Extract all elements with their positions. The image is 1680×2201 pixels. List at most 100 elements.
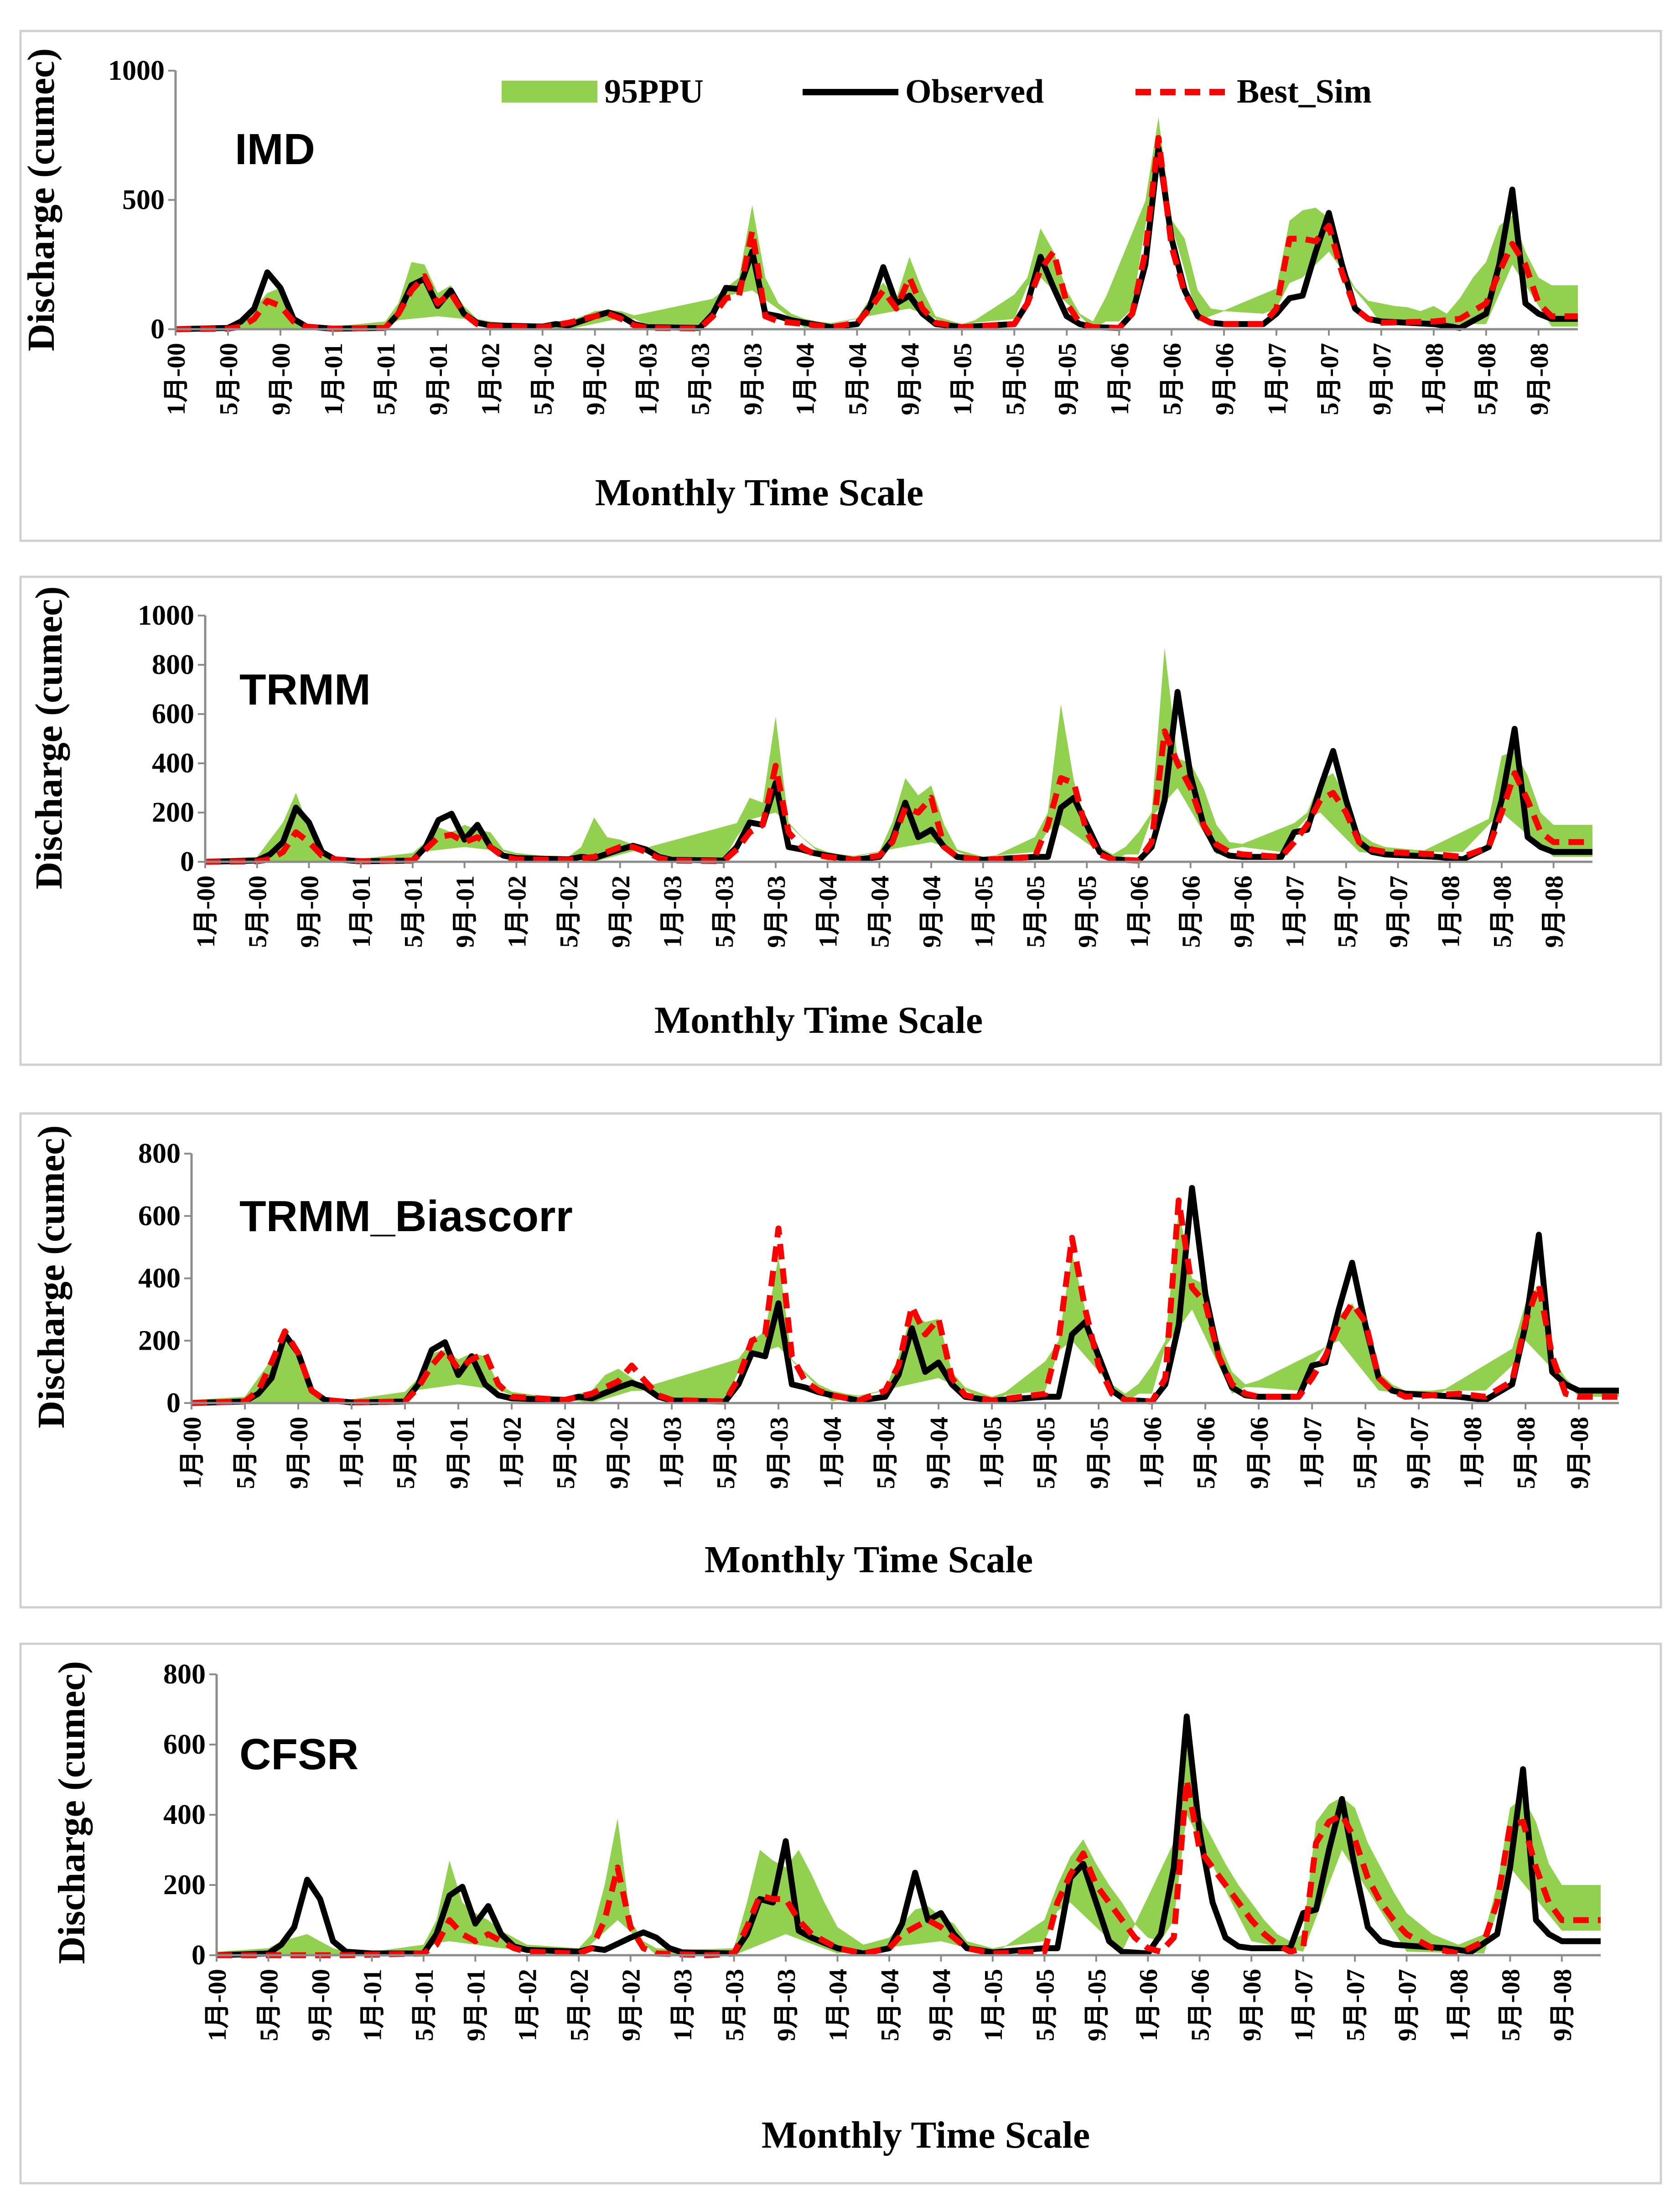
x-tick-label: 1月-07 xyxy=(1290,1969,1318,2041)
x-tick-label: 1月-03 xyxy=(659,1417,687,1489)
x-tick-label: 9月-01 xyxy=(445,1417,473,1489)
x-axis-title: Monthly Time Scale xyxy=(654,999,983,1041)
y-axis-title: Discharge (cumec) xyxy=(28,586,70,890)
x-tick-label: 5月-08 xyxy=(1488,875,1517,948)
x-tick-label: 5月-01 xyxy=(372,343,400,415)
x-tick-label: 5月-06 xyxy=(1177,875,1206,948)
x-tick-label: 5月-00 xyxy=(232,1417,260,1489)
x-tick-label: 5月-05 xyxy=(1031,1969,1059,2041)
legend-ppu-swatch xyxy=(502,81,597,103)
x-tick-label: 5月-00 xyxy=(244,875,272,948)
x-tick-label: 5月-04 xyxy=(844,343,872,415)
y-tick-label: 0 xyxy=(166,1388,181,1419)
x-tick-label: 9月-02 xyxy=(605,1417,633,1489)
x-tick-label: 9月-05 xyxy=(1083,1969,1111,2041)
chart-title: TRMM xyxy=(239,665,371,714)
x-tick-label: 5月-02 xyxy=(529,343,558,415)
y-tick-label: 0 xyxy=(192,1940,206,1971)
x-tick-label: 1月-08 xyxy=(1421,343,1449,415)
x-tick-label: 9月-02 xyxy=(582,343,610,415)
y-axis-title: Discharge (cumec) xyxy=(20,48,62,352)
x-tick-label: 9月-03 xyxy=(762,875,791,948)
chart-panel-3: 0 200 400 600 800 1月-00 5月-00 9月-00 1月-01 5月-01 9月… xyxy=(19,1112,1662,1609)
x-tick-label: 9月-08 xyxy=(1540,875,1569,948)
x-tick-label: 1月-01 xyxy=(320,343,348,415)
x-tick-label: 5月-05 xyxy=(1001,343,1029,415)
y-axis-title: Discharge (cumec) xyxy=(51,1661,93,1964)
x-tick-label: 9月-03 xyxy=(739,343,767,415)
x-tick-label: 9月-08 xyxy=(1566,1417,1594,1489)
x-tick-label: 1月-07 xyxy=(1263,343,1291,415)
y-tick-label: 0 xyxy=(180,846,194,877)
observed-line xyxy=(216,1713,1601,1958)
x-tick-label: 1月-02 xyxy=(503,875,531,948)
x-tick-label: 5月-03 xyxy=(712,1417,740,1489)
y-tick-label: 0 xyxy=(150,314,165,345)
y-tick-label: 400 xyxy=(138,1263,181,1294)
x-tick-label: 1月-04 xyxy=(824,1969,853,2041)
chart-panel-1: 0 500 1000 1月-00 5月-00 9月-00 1月-01 5月-01 9月-01 1月… xyxy=(19,30,1662,542)
x-tick-label: 9月-08 xyxy=(1549,1969,1577,2041)
y-tick-label: 800 xyxy=(152,649,194,680)
ppu-band xyxy=(192,1210,1619,1403)
y-tick-label: 800 xyxy=(138,1138,181,1169)
x-tick-label: 9月-00 xyxy=(267,343,296,415)
x-tick-label: 1月-01 xyxy=(347,875,376,948)
y-tick-label: 200 xyxy=(138,1325,181,1356)
chart-title: CFSR xyxy=(239,1730,358,1779)
panel-frame xyxy=(19,1112,1662,1609)
best-sim-line xyxy=(191,1197,1619,1406)
y-tick-label: 200 xyxy=(163,1870,206,1901)
y-tick-label: 800 xyxy=(163,1659,206,1690)
x-tick-label: 9月-05 xyxy=(1085,1417,1114,1489)
x-tick-label: 9月-01 xyxy=(425,343,453,415)
chart-title: IMD xyxy=(235,125,315,174)
x-tick-label: 1月-01 xyxy=(358,1969,387,2041)
panel-frame xyxy=(19,575,1662,1066)
x-tick-label: 1月-01 xyxy=(338,1417,367,1489)
x-tick-label: 5月-05 xyxy=(1022,875,1050,948)
x-tick-label: 1月-00 xyxy=(192,875,220,948)
x-tick-label: 5月-07 xyxy=(1352,1417,1380,1489)
y-tick-label: 500 xyxy=(122,185,165,216)
legend-observed-label: Observed xyxy=(905,73,1044,110)
x-tick-label: 9月-04 xyxy=(896,343,924,415)
x-tick-label: 5月-04 xyxy=(876,1969,904,2041)
x-tick-label: 9月-04 xyxy=(918,875,946,948)
legend: 95PPU Observed Best_Sim xyxy=(502,73,1372,110)
x-tick-label: 1月-07 xyxy=(1281,875,1309,948)
x-tick-label: 9月-07 xyxy=(1385,875,1413,948)
x-tick-label: 5月-02 xyxy=(555,875,583,948)
x-tick-label: 1月-04 xyxy=(791,343,819,415)
x-tick-label: 9月-07 xyxy=(1368,343,1396,415)
x-tick-label: 1月-05 xyxy=(980,1969,1008,2041)
best-sim-line xyxy=(205,728,1592,865)
x-axis-title: Monthly Time Scale xyxy=(705,1538,1033,1581)
panel-frame xyxy=(19,1642,1662,2185)
x-tick-label: 1月-03 xyxy=(659,875,687,948)
y-tick-label: 600 xyxy=(152,699,194,730)
x-tick-label: 9月-06 xyxy=(1245,1417,1274,1489)
x-tick-label: 9月-07 xyxy=(1394,1969,1422,2041)
x-tick-label: 5月-04 xyxy=(872,1417,900,1489)
x-tick-label: 9月-04 xyxy=(928,1969,956,2041)
y-tick-label: 600 xyxy=(138,1201,181,1232)
x-tick-label: 5月-07 xyxy=(1342,1969,1370,2041)
x-tick-label: 5月-03 xyxy=(687,343,715,415)
y-tick-label: 200 xyxy=(152,797,194,828)
ppu-band xyxy=(176,117,1578,329)
x-tick-label: 5月-00 xyxy=(215,343,243,415)
x-tick-label: 1月-00 xyxy=(203,1969,232,2041)
x-tick-label: 5月-07 xyxy=(1316,343,1344,415)
x-tick-label: 9月-05 xyxy=(1073,875,1102,948)
x-tick-label: 1月-08 xyxy=(1459,1417,1487,1489)
x-tick-label: 1月-06 xyxy=(1139,1417,1167,1489)
x-tick-label: 1月-05 xyxy=(970,875,998,948)
x-tick-label: 5月-08 xyxy=(1497,1969,1525,2041)
x-tick-label: 1月-00 xyxy=(178,1417,207,1489)
x-tick-label: 1月-03 xyxy=(634,343,663,415)
x-tick-label: 9月-06 xyxy=(1229,875,1257,948)
x-tick-label: 5月-05 xyxy=(1032,1417,1060,1489)
x-tick-label: 5月-01 xyxy=(410,1969,439,2041)
x-tick-label: 9月-01 xyxy=(451,875,480,948)
